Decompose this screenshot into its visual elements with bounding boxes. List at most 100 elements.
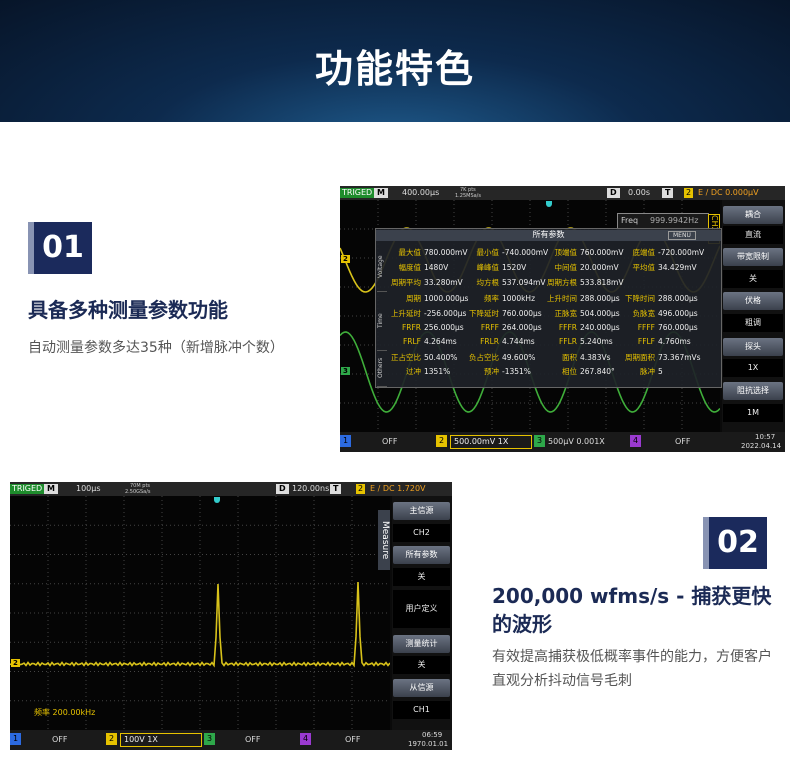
side-menu: 主信源 CH2 所有参数关用户定义 测量统计关从信源 CH1: [392, 496, 452, 730]
menu-value: 关: [393, 568, 450, 586]
param-value: 760.000mV: [580, 248, 624, 257]
channel-setting: 500μV 0.001X: [548, 437, 605, 446]
param-label: 周期面积: [625, 353, 655, 362]
channel-number: 3: [204, 733, 216, 745]
param-value: 288.000μs: [658, 294, 698, 303]
status-bar: TRIGED M 400.00μs 7K pts 1.25MSa/s D 0.00s T 2 E …: [340, 186, 785, 200]
oscilloscope-screen: TRIGED M 100μs 70M pts 2.50GSa/s D 120.00ns T 2 E…: [10, 482, 452, 750]
param-label: 上升延时: [391, 309, 421, 318]
param-value: 760.000μs: [658, 323, 698, 332]
channel-number: 4: [300, 733, 312, 745]
param-value: 34.429mV: [658, 263, 697, 272]
status-item: E / DC 0.000μV: [698, 188, 759, 197]
param-label: 平均值: [632, 263, 656, 272]
channel-marker: 3: [341, 367, 350, 376]
menu-value: 1X: [723, 359, 783, 377]
clock-date: 2022.04.14: [741, 442, 782, 450]
param-value: -1351%: [502, 367, 531, 376]
waveform-area: [10, 496, 390, 730]
param-value: 780.000mV: [424, 248, 468, 257]
status-item: 70M pts: [130, 483, 151, 489]
param-value: 1520V: [502, 263, 527, 272]
clock-time: 06:59: [422, 731, 443, 739]
channel-number: 4: [630, 435, 642, 447]
param-value: 4.744ms: [502, 337, 535, 346]
menu-value: 粗调: [723, 314, 783, 332]
panel-title: 所有参数: [376, 230, 721, 241]
status-item: 0.00s: [628, 188, 650, 197]
param-value: 264.000μs: [502, 323, 542, 332]
channel-number: 1: [10, 733, 22, 745]
param-value: 1351%: [424, 367, 451, 376]
feature-title: 具备多种测量参数功能: [28, 298, 228, 322]
menu-button: 探头: [723, 338, 783, 356]
param-value: 256.000μs: [424, 323, 464, 332]
param-label: 过冲: [406, 367, 421, 376]
menu-value: CH2: [393, 524, 450, 542]
param-value: 5: [658, 367, 663, 376]
measure-panel: 所有参数 MENU Voltage 最大值 780.000mV 最小值 -740.000mV…: [375, 228, 722, 388]
param-label: 预冲: [484, 367, 499, 376]
status-item: 2: [356, 484, 366, 494]
menu-button: 所有参数: [393, 546, 450, 564]
feature-description: 有效提高捕获极低概率事件的能力，方便客户直观分析抖动信号毛刺: [492, 649, 772, 689]
param-label: 顶端值: [554, 248, 578, 257]
param-value: 1480V: [424, 263, 449, 272]
param-label: FFLR: [558, 337, 577, 346]
param-label: 周期方根: [547, 278, 577, 287]
menu-value: CH1: [393, 701, 450, 719]
channel-setting: OFF: [675, 437, 691, 446]
param-value: 240.000μs: [580, 323, 620, 332]
channel-number: 2: [106, 733, 118, 745]
feature-title: 200,000 wfms/s - 捕获更快的波形: [492, 584, 772, 636]
menu-value: 关: [723, 270, 783, 288]
param-value: 4.264ms: [424, 337, 457, 346]
feature-number: 01: [28, 222, 92, 274]
menu-button: 伏格: [723, 292, 783, 310]
param-label: 峰峰值: [476, 263, 500, 272]
param-value: -256.000μs: [424, 309, 467, 318]
menu-value: 1M: [723, 404, 783, 422]
status-item: 1.25MSa/s: [455, 193, 481, 199]
param-label: FRFR: [401, 323, 421, 332]
param-label: 上升时间: [547, 294, 577, 303]
param-label: 周期平均: [391, 278, 421, 287]
feature-description: 自动测量参数多达35种（新增脉冲个数）: [28, 340, 284, 356]
param-label: 相位: [562, 367, 577, 376]
channel-setting: OFF: [382, 437, 398, 446]
param-label: 最大值: [398, 248, 422, 257]
status-item: E / DC 1.720V: [370, 484, 426, 493]
channel-setting: 100V 1X: [120, 733, 202, 747]
param-value: 496.000μs: [658, 309, 698, 318]
param-label: 中间值: [554, 263, 578, 272]
freq-value: 999.9942Hz: [650, 216, 699, 225]
channel-setting: OFF: [345, 735, 361, 744]
param-value: 5.240ms: [580, 337, 613, 346]
status-item: M: [44, 484, 58, 494]
param-label: 负占空比: [469, 353, 499, 362]
menu-value: 用户定义: [393, 590, 450, 628]
channel-number: 1: [340, 435, 352, 447]
param-label: 正脉宽: [554, 309, 578, 318]
param-label: 面积: [562, 353, 577, 362]
status-item: D: [607, 188, 620, 198]
channel-setting: 500.00mV 1X: [450, 435, 532, 449]
waveform: [10, 581, 390, 668]
status-item: 7K pts: [460, 187, 476, 193]
param-value: 1000.000μs: [424, 294, 469, 303]
param-value: 4.383Vs: [580, 353, 611, 362]
param-label: 下降延时: [469, 309, 499, 318]
param-label: FFFF: [637, 323, 655, 332]
param-value: 267.840°: [580, 367, 615, 376]
param-label: FRLF: [402, 337, 421, 346]
param-value: 288.000μs: [580, 294, 620, 303]
status-item: 2.50GSa/s: [125, 489, 151, 495]
channel-number: 2: [436, 435, 448, 447]
channel-setting: OFF: [52, 735, 68, 744]
status-item: 2: [684, 188, 694, 198]
menu-button: 阻抗选择: [723, 382, 783, 400]
channel-marker: 2: [11, 659, 20, 668]
menu-button: 主信源: [393, 502, 450, 520]
menu-button: 带宽限制: [723, 248, 783, 266]
